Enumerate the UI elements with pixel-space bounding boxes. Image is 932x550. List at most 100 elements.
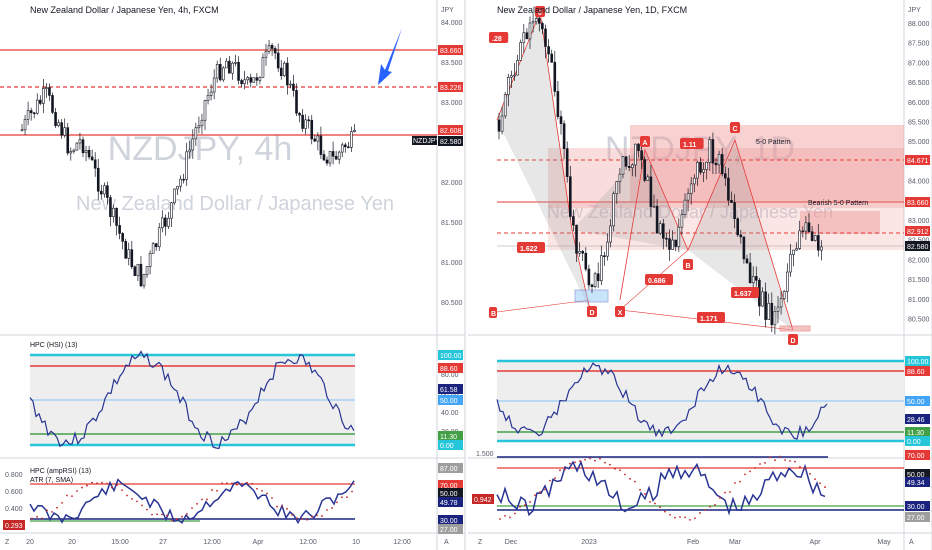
left-hpc-tick: 80.00 — [441, 372, 459, 379]
right-hpc-tag: 0.00 — [907, 439, 921, 446]
right-candle — [776, 306, 780, 312]
right-atr-dot — [674, 516, 676, 519]
left-candle — [66, 127, 70, 154]
left-candle — [106, 185, 109, 198]
left-candle — [298, 112, 301, 116]
right-atr-dot — [559, 469, 561, 472]
right-time-tick: Feb — [687, 539, 699, 546]
right-atr-dot — [759, 463, 761, 465]
pattern-point-bg — [683, 259, 693, 270]
left-hpc-tag-bg — [438, 384, 463, 394]
left-candle — [231, 62, 234, 74]
left-candle — [103, 185, 106, 195]
left-candle — [353, 130, 356, 132]
left-atr-dot — [166, 514, 168, 517]
left-atr-dot — [346, 496, 348, 499]
pattern-point-bg — [535, 6, 545, 17]
right-candle — [568, 176, 572, 217]
right-rsi-tag: 27.00 — [907, 515, 925, 522]
right-atr-dot — [709, 505, 711, 508]
left-candle — [179, 178, 182, 187]
right-rsi-tag: 50.00 — [907, 472, 925, 479]
right-atr-dot — [704, 509, 706, 511]
right-candle — [655, 205, 659, 234]
right-atr-dot — [789, 460, 791, 462]
left-atr-dot — [321, 515, 323, 517]
right-candle — [727, 177, 730, 201]
left-watermark-symbol: NZDJPY, 4h — [108, 130, 293, 168]
right-candle — [575, 224, 578, 254]
bearish-zone — [800, 211, 880, 234]
left-rsi-tag: 50.00 — [440, 491, 458, 498]
right-atr-dot — [609, 463, 611, 466]
left-atr-dot — [261, 489, 263, 492]
left-price-tick: 80.500 — [441, 300, 463, 307]
left-time-tick: 27 — [159, 539, 167, 546]
left-hpc-tag-bg — [438, 440, 463, 450]
left-atr-dot — [61, 501, 63, 504]
right-price-tick: 83.000 — [908, 218, 930, 225]
ratio-label: .28 — [492, 36, 502, 43]
right-time-tick: Apr — [810, 539, 822, 546]
left-atr-dot — [246, 481, 248, 484]
pattern-d-box-2 — [779, 325, 811, 332]
right-candle — [689, 183, 693, 194]
right-candle — [522, 32, 526, 43]
left-atr-dot — [351, 490, 353, 493]
left-candle — [151, 243, 155, 254]
right-atr-dot — [514, 512, 516, 515]
left-tag-83226-bg — [438, 82, 463, 92]
right-candle — [553, 61, 557, 92]
left-candle — [304, 119, 307, 129]
right-candle — [506, 76, 510, 95]
left-candle — [96, 167, 100, 192]
left-rsi-tag-bg — [438, 524, 463, 534]
right-candle — [609, 225, 612, 243]
right-candle — [587, 268, 591, 286]
left-candle — [325, 159, 329, 164]
right-candle — [658, 223, 662, 234]
right-price-tick: 88.000 — [908, 21, 930, 28]
right-tag-84671-bg — [905, 155, 930, 165]
left-atr-dot — [251, 482, 253, 485]
left-candle — [350, 131, 353, 148]
left-atr-dot — [86, 484, 88, 487]
blue-arrow-icon — [378, 28, 402, 85]
right-candle — [810, 231, 814, 241]
ratio-label: 1.637 — [734, 291, 752, 298]
right-atr-dot — [534, 494, 536, 497]
left-candle — [243, 79, 246, 85]
left-rsi-tag-bg — [438, 480, 463, 490]
left-atr-dot — [116, 484, 118, 487]
left-time-tick: 12:00 — [299, 539, 317, 546]
right-candle — [624, 156, 628, 167]
left-atr-dot — [266, 492, 268, 495]
left-atr-dot — [51, 510, 53, 513]
left-candle — [334, 155, 338, 160]
left-candle — [249, 77, 253, 83]
left-candle — [191, 138, 195, 151]
right-atr-dot — [539, 491, 541, 493]
left-candle — [185, 151, 188, 180]
right-atr-dot — [544, 488, 546, 491]
right-atr-dot — [564, 468, 566, 471]
left-candle — [161, 217, 164, 229]
right-candle — [773, 311, 777, 326]
left-atr-dot — [171, 519, 173, 522]
left-hpc-label: HPC (HSI) (13) — [30, 342, 77, 349]
left-candle — [60, 122, 63, 136]
left-atr-dot — [121, 489, 123, 491]
right-candle — [705, 162, 709, 170]
right-candle — [789, 254, 792, 273]
right-candle — [537, 18, 541, 24]
ratio-label: 0.686 — [648, 278, 666, 285]
left-candle — [255, 77, 259, 81]
right-price-tick: 84.000 — [908, 179, 930, 186]
left-candle — [246, 77, 249, 81]
right-candles — [497, 11, 823, 335]
left-atr-dot — [326, 509, 328, 511]
right-candle — [677, 226, 681, 247]
left-rsi-tag: 27.00 — [440, 527, 458, 534]
left-atr-label: ATR (7, SMA) — [30, 477, 73, 484]
